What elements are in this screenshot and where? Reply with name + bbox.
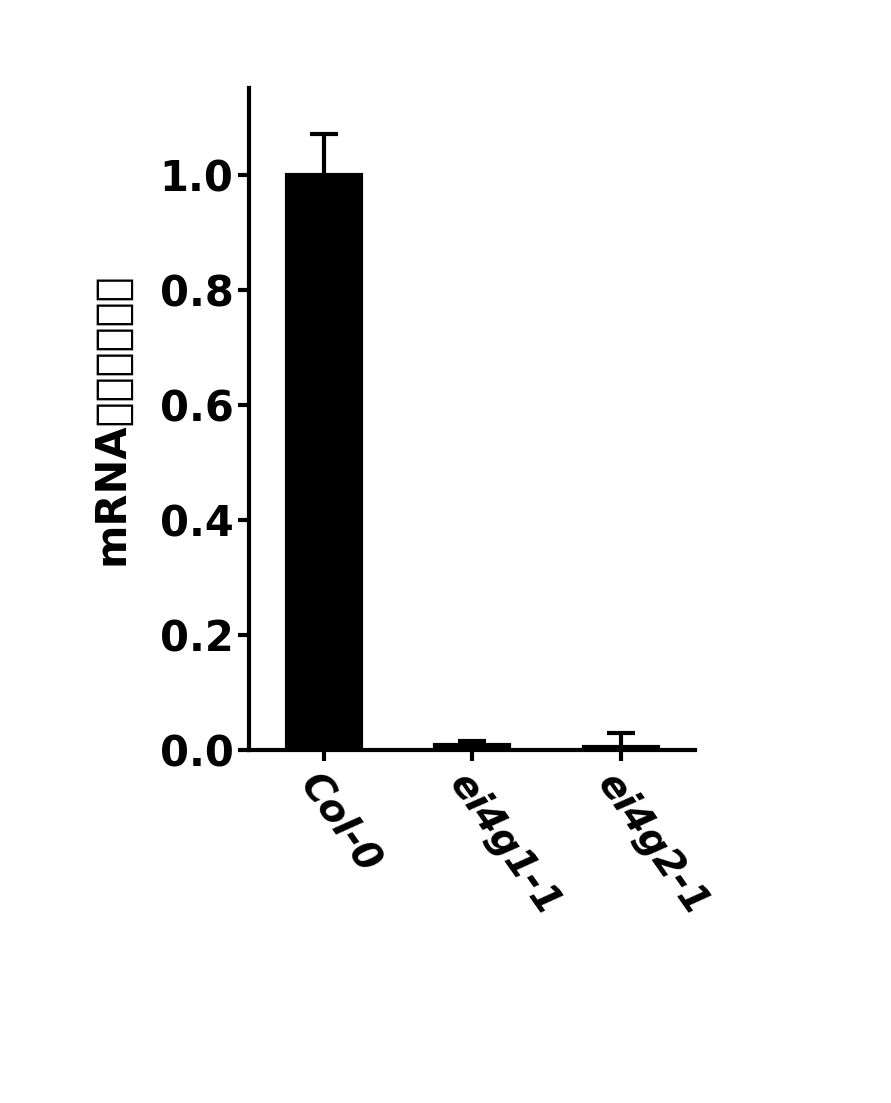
Y-axis label: mRNA相对表达水平: mRNA相对表达水平 (90, 272, 132, 566)
Bar (435, 746, 510, 750)
Bar (584, 747, 658, 750)
Bar (287, 174, 361, 750)
